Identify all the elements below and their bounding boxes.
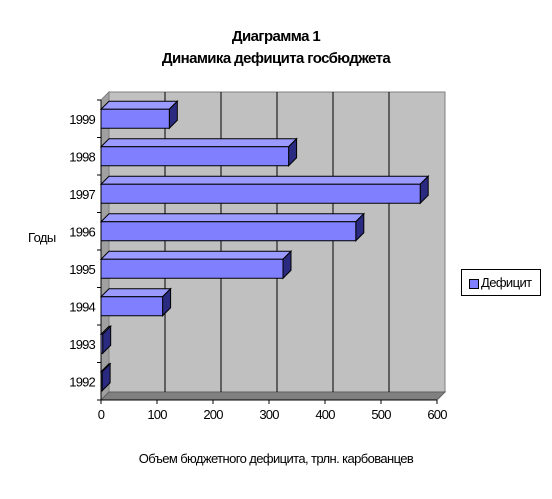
y-axis-label: Годы bbox=[28, 230, 56, 245]
chart-subtitle: Динамика дефицита госбюджета bbox=[161, 50, 391, 67]
y-tick-label: 1996 bbox=[69, 224, 95, 239]
x-tick-label: 300 bbox=[259, 407, 279, 422]
y-tick-label: 1994 bbox=[69, 299, 95, 314]
y-tick-label: 1999 bbox=[69, 112, 95, 127]
bar bbox=[100, 108, 170, 129]
y-tick-label: 1995 bbox=[69, 262, 95, 277]
bar bbox=[100, 333, 104, 354]
bar-top-face bbox=[99, 213, 366, 223]
x-tick-label: 200 bbox=[203, 407, 223, 422]
bar-top-face bbox=[99, 175, 430, 185]
x-tick-label: 600 bbox=[427, 407, 447, 422]
legend: Дефицит bbox=[461, 269, 541, 296]
y-tick-label: 1998 bbox=[69, 149, 95, 164]
plot-floor bbox=[99, 391, 447, 401]
bar bbox=[100, 296, 164, 317]
bar-top-face bbox=[99, 138, 298, 148]
bar bbox=[100, 146, 290, 167]
legend-swatch bbox=[469, 279, 479, 289]
bar-top-face bbox=[99, 100, 179, 110]
y-tick-label: 1997 bbox=[69, 187, 95, 202]
bar bbox=[100, 183, 421, 204]
bar bbox=[100, 371, 103, 392]
y-tick-label: 1992 bbox=[69, 374, 95, 389]
x-tick-label: 0 bbox=[98, 407, 105, 422]
y-tick-label: 1993 bbox=[69, 337, 95, 352]
bar-top-face bbox=[99, 250, 293, 260]
x-tick-label: 500 bbox=[371, 407, 391, 422]
x-tick-label: 400 bbox=[315, 407, 335, 422]
x-tick-label: 100 bbox=[147, 407, 167, 422]
bar bbox=[100, 221, 357, 242]
bar bbox=[100, 258, 284, 279]
bar-top-face bbox=[99, 288, 172, 298]
chart-title: Диаграмма 1 bbox=[231, 28, 321, 45]
x-axis-label: Объем бюджетного дефицита, трлн. карбова… bbox=[138, 451, 414, 466]
legend-label: Дефицит bbox=[481, 275, 532, 290]
